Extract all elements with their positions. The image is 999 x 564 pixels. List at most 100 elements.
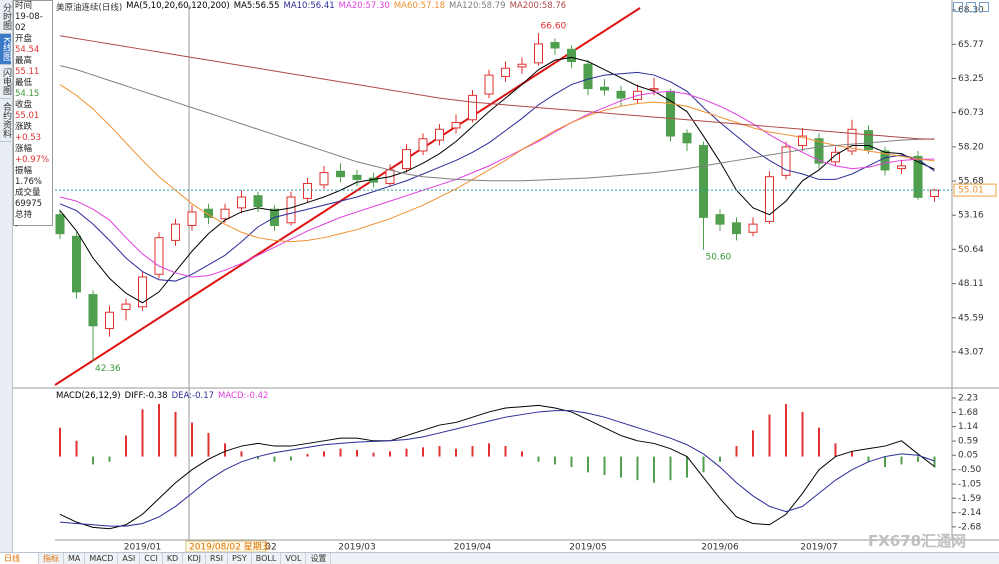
sidebar-tab[interactable]: 闪电图 [0,65,11,99]
extreme-label: 50.60 [706,252,732,262]
toolbar-button[interactable]: PSY [228,553,252,564]
indicator-line [59,56,935,304]
info-label: 成交量 [15,188,41,198]
candle-body [814,138,824,164]
candle-body [55,214,65,235]
toolbar-button[interactable]: MA [64,553,86,564]
info-label: 总持 [15,210,33,220]
info-value: 19-08-02 [15,12,43,33]
extreme-label: 42.36 [95,364,121,374]
x-tick-label: 2019/05 [569,543,606,553]
toolbar-button[interactable]: KDJ [183,553,206,564]
candle-body [237,196,246,209]
candle-body [154,237,164,275]
indicator-line [59,35,935,140]
indicator-line [59,84,935,243]
info-value: 69975 [15,199,43,209]
candle-body [336,170,345,178]
x-tick-label: 2019/07 [800,543,837,553]
info-label: 最低 [15,78,33,88]
candle-body [418,138,428,152]
indicator-label: MACD(26,12,9) [56,391,121,401]
toolbar-button[interactable]: KD [163,553,184,564]
info-value: - [15,221,19,231]
y-tick-label: 1.68 [958,408,978,418]
y-tick-label: -1.05 [958,480,981,490]
timeframe-tab[interactable]: 日线 [0,553,39,564]
indicator-line [59,65,935,182]
toolbar-button[interactable]: 指标 [39,553,64,564]
toolbar-button[interactable]: VOL [281,553,307,564]
legend-entry: MA60:57.18 [393,1,446,11]
info-label: 最高 [15,56,33,66]
candle-body [567,48,576,63]
sidebar: 分时图 K线图 闪电图 合约资料 [0,0,13,552]
y-tick-label: 48.11 [958,279,984,289]
legend-entry: MA200:58.76 [509,1,567,11]
candle-body [187,211,197,226]
candle-body [88,294,98,327]
price-legend: 美原油连续(日线) MA(5,10,20,60,120,200) MA5:56.55… [56,1,566,13]
y-tick-label: 53.16 [958,211,984,221]
y-tick-label: 68.30 [958,6,984,16]
crosshair-label: 2019/08/02 星期五 [189,542,271,553]
icon[interactable] [979,2,989,12]
candle-body [319,172,329,186]
trend-line [54,7,641,386]
info-value: 54.15 [15,89,40,99]
candle-body [831,151,840,163]
icon[interactable] [966,2,976,12]
candle-body [138,276,147,308]
toolbar-button[interactable]: 设置 [306,553,332,564]
legend-entry: MA20:57.30 [338,1,390,11]
candle-body [682,132,692,144]
toolbar-button[interactable]: CCI [140,553,163,564]
candle-body [484,74,494,95]
y-tick-label: 65.77 [958,40,984,50]
chart-title: 美原油连续(日线) [56,3,123,13]
macd-legend: MACD(26,12,9) DIFF:-0.38 DEA:-0.17 MACD:-0.… [56,391,268,401]
y-tick-label: -2.68 [958,522,982,532]
candle-body [253,195,263,208]
candle-body [517,63,527,68]
candle-body [748,223,758,233]
candle-body [105,311,114,329]
toolbar-button[interactable]: MACD [85,553,119,564]
candle-body [435,128,444,141]
info-label: 收盘 [15,100,33,110]
y-tick-label: 45.59 [958,313,984,323]
extreme-label: 66.60 [541,22,567,32]
toolbar-button[interactable]: BOLL [252,553,282,564]
info-label: 开盘 [15,34,33,44]
last-price-label: 55.01 [958,186,984,196]
candle-body [286,196,296,224]
info-value: 55.01 [15,111,40,121]
icon[interactable] [953,2,963,12]
indicator-line [59,90,935,278]
info-label: 涨幅 [15,144,33,154]
candle-body [913,155,923,198]
chart: 68.30 65.77 63.25 60.73 58.20 55.68 53.16 50.64… [0,0,999,552]
candle-body [649,88,659,91]
candle-body [666,90,675,137]
legend-entry: MA120:58.79 [449,1,506,11]
candle-body [616,90,626,99]
candle-body [220,208,230,220]
candle-body [798,135,807,147]
watermark: FX678汇通网 [868,532,967,550]
sidebar-tab[interactable]: K线图 [0,34,11,65]
legend-entry: MACD:-0.42 [218,391,269,401]
candle-body [451,121,461,129]
y-tick-label: -0.50 [958,465,982,475]
toolbar: 日线 指标 MA MACD ASI CCI KD KDJ RSI PSY BOLL VOL 设置 [0,552,999,564]
legend-entry: MA10:56.41 [283,1,335,11]
sidebar-tab[interactable]: 分时图 [0,0,11,34]
info-label: 振幅 [15,166,33,176]
candle-body [600,86,609,91]
legend-entry: MA5:56.55 [233,1,280,11]
toolbar-button[interactable]: RSI [206,553,228,564]
toolbar-button[interactable]: ASI [118,553,141,564]
candle-body [880,150,890,171]
sidebar-tab[interactable]: 合约资料 [0,99,11,142]
y-tick-label: 50.64 [958,245,984,255]
